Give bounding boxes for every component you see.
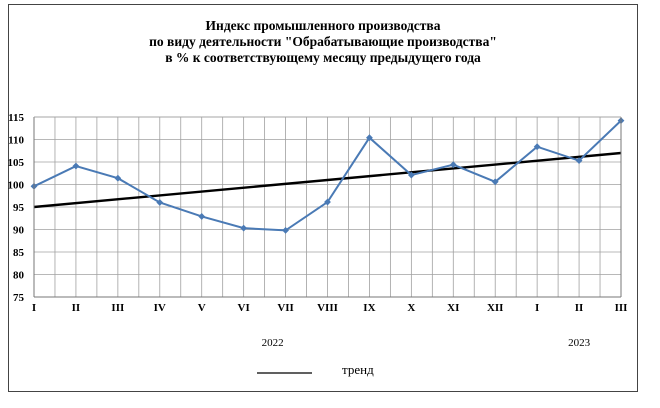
chart-frame <box>8 4 638 392</box>
data-point <box>282 227 289 234</box>
x-tick-label: VII <box>277 302 294 314</box>
x-tick-label: VIII <box>317 302 338 314</box>
year-label-2022: 2022 <box>262 337 284 349</box>
axes <box>33 116 622 298</box>
trend-layer <box>33 151 622 209</box>
x-tick-label: V <box>198 302 206 314</box>
x-tick-label: I <box>32 302 36 314</box>
grid <box>33 116 622 298</box>
y-tick-label: 85 <box>13 247 25 259</box>
data-point <box>114 174 122 182</box>
legend-trend-label: тренд <box>342 362 374 377</box>
y-tick-label: 75 <box>13 292 25 304</box>
data-point <box>198 213 206 220</box>
data-point <box>156 199 164 206</box>
x-tick-label: I <box>535 302 539 314</box>
x-tick-label: X <box>407 302 415 314</box>
data-point <box>240 224 248 232</box>
y-tick-label: 80 <box>13 270 25 282</box>
x-tick-label: II <box>72 302 81 314</box>
data-point <box>407 171 415 179</box>
data-point <box>449 161 457 169</box>
y-tick-label: 105 <box>8 157 25 169</box>
x-tick-label: II <box>575 302 584 314</box>
y-tick-label: 95 <box>13 202 25 214</box>
chart-title-line-3: в % к соответствующему месяцу предыдущег… <box>165 50 481 65</box>
data-point <box>324 198 331 206</box>
y-tick-label: 110 <box>8 135 24 147</box>
x-tick-label: IX <box>363 302 375 314</box>
data-point <box>491 178 499 186</box>
y-tick-label: 115 <box>8 112 24 124</box>
chart-title-line-2: по виду деятельности "Обрабатывающие про… <box>149 34 497 49</box>
x-tick-label: XII <box>487 302 504 314</box>
data-point <box>575 157 583 165</box>
data-point <box>533 143 541 151</box>
x-tick-label: III <box>111 302 124 314</box>
year-label-2023: 2023 <box>568 337 591 349</box>
trend-line <box>33 151 622 209</box>
legend: тренд <box>257 362 374 377</box>
data-point <box>72 162 80 170</box>
x-tick-label: IV <box>154 302 166 314</box>
chart-title: Индекс промышленного производства по вид… <box>8 18 638 66</box>
x-tick-label: VI <box>238 302 250 314</box>
y-tick-label: 90 <box>13 225 25 237</box>
chart-title-line-1: Индекс промышленного производства <box>205 18 441 33</box>
y-tick-label: 100 <box>8 180 25 192</box>
data-point <box>366 134 373 142</box>
x-tick-label: XI <box>447 302 459 314</box>
x-tick-label: III <box>615 302 628 314</box>
